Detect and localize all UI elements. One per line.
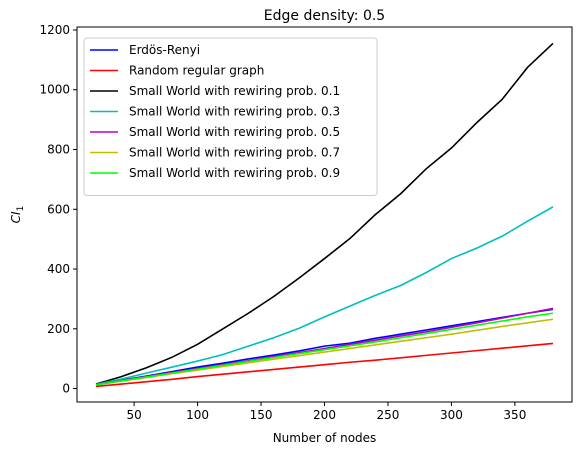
- legend-label: Small World with rewiring prob. 0.1: [129, 84, 340, 98]
- series-line-3: [95, 42, 554, 385]
- legend-box: [83, 37, 378, 196]
- series-lines: [95, 42, 554, 388]
- series-line-6: [95, 318, 554, 386]
- legend: Erdös-Renyi Random regular graph Small Wor…: [83, 37, 378, 196]
- legend-label: Small World with rewiring prob. 0.3: [129, 105, 340, 119]
- y-axis: 0 200 400 600 800 1000 1200: [39, 23, 77, 396]
- chart-title: Edge density: 0.5: [264, 8, 385, 24]
- x-tick-label: 200: [313, 408, 336, 422]
- y-tick-label: 400: [47, 262, 70, 276]
- legend-label: Erdös-Renyi: [129, 43, 200, 57]
- series-line-7: [95, 312, 554, 386]
- x-tick-label: 350: [503, 408, 526, 422]
- y-tick-label: 1000: [39, 83, 70, 97]
- y-axis-label: CI1: [9, 206, 26, 224]
- x-tick-label: 250: [377, 408, 400, 422]
- legend-label: Small World with rewiring prob. 0.9: [129, 166, 340, 180]
- x-axis-label: Number of nodes: [273, 431, 377, 445]
- series-line-1: [95, 308, 554, 386]
- x-tick-label: 150: [250, 408, 273, 422]
- y-tick-label: 200: [47, 322, 70, 336]
- x-tick-label: 100: [186, 408, 209, 422]
- legend-label: Small World with rewiring prob. 0.5: [129, 125, 340, 139]
- series-line-4: [95, 206, 554, 386]
- y-tick-label: 1200: [39, 23, 70, 37]
- y-tick-label: 0: [62, 382, 70, 396]
- y-tick-label: 800: [47, 143, 70, 157]
- y-tick-label: 600: [47, 202, 70, 216]
- series-line-2: [95, 342, 554, 388]
- y-axis-label-main: CI: [9, 211, 23, 223]
- x-tick-label: 50: [126, 408, 141, 422]
- x-axis: 50 100 150 200 250 300 350: [126, 402, 526, 422]
- legend-label: Random regular graph: [129, 64, 264, 78]
- y-axis-label-subscript: 1: [16, 206, 26, 212]
- x-tick-label: 300: [440, 408, 463, 422]
- legend-label: Small World with rewiring prob. 0.7: [129, 146, 340, 160]
